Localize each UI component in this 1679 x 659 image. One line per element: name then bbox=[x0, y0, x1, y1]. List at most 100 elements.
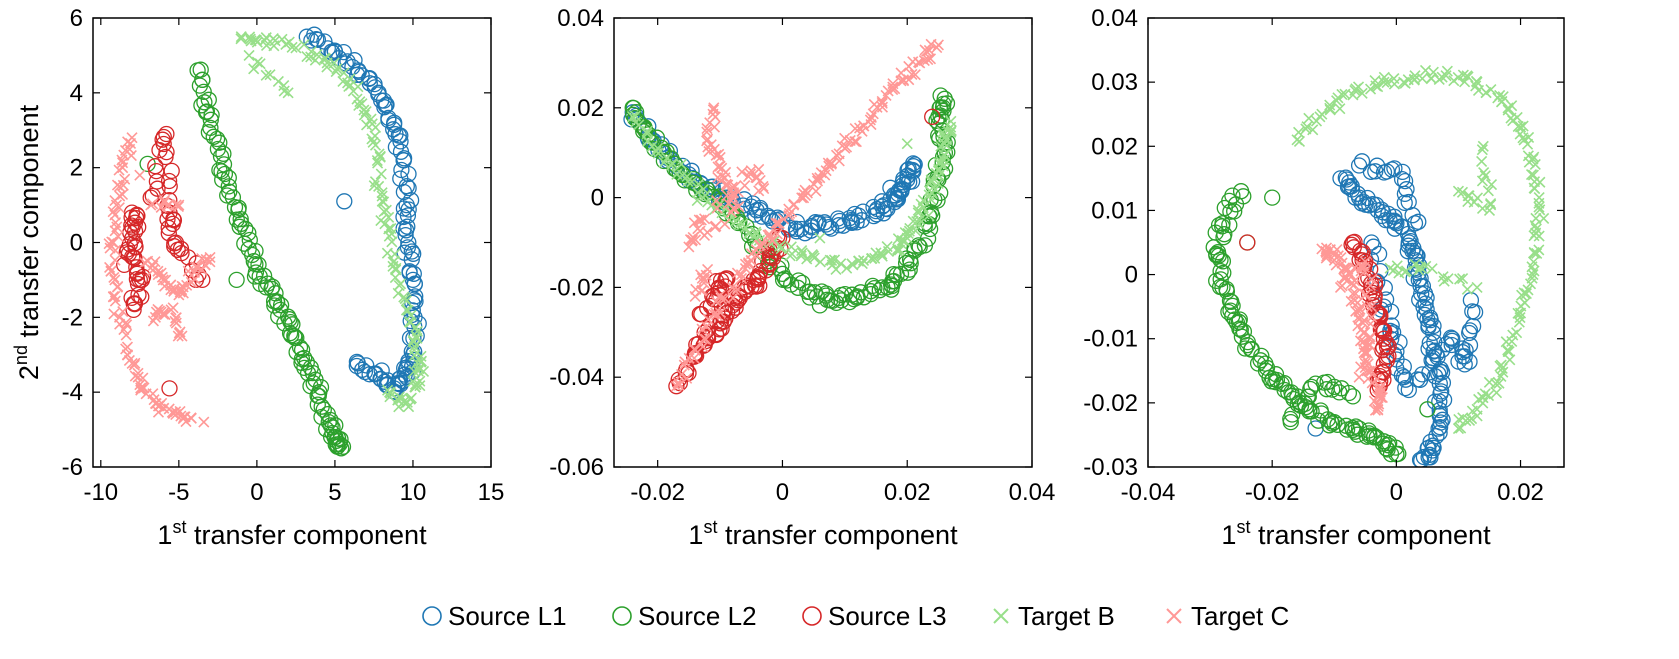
data-point bbox=[1477, 140, 1489, 152]
density-point bbox=[1358, 261, 1370, 273]
density-point bbox=[1456, 186, 1469, 198]
density-point bbox=[719, 270, 736, 287]
density-point bbox=[138, 382, 150, 394]
density-point bbox=[334, 438, 352, 455]
density-point bbox=[865, 198, 882, 216]
density-point bbox=[828, 254, 841, 266]
y-tick-label: 0 bbox=[70, 230, 83, 257]
data-point bbox=[120, 245, 138, 262]
density-point bbox=[232, 210, 249, 228]
density-point bbox=[365, 113, 377, 125]
data-point bbox=[743, 198, 760, 215]
density-point bbox=[699, 189, 711, 201]
data-point bbox=[1419, 401, 1436, 418]
x-tick-label: 0.02 bbox=[884, 479, 931, 506]
data-point bbox=[1452, 422, 1465, 435]
density-point bbox=[771, 217, 783, 230]
density-point bbox=[712, 161, 724, 173]
density-point bbox=[675, 158, 687, 170]
density-point bbox=[906, 242, 923, 259]
density-point bbox=[699, 213, 711, 225]
data-point bbox=[814, 232, 826, 244]
density-point bbox=[1434, 411, 1451, 428]
density-point bbox=[111, 281, 123, 293]
density-point bbox=[744, 168, 757, 180]
density-point bbox=[160, 172, 178, 190]
data-point bbox=[1527, 269, 1539, 281]
density-point bbox=[383, 230, 395, 242]
density-point bbox=[935, 156, 947, 168]
data-point bbox=[901, 138, 913, 150]
density-point bbox=[1375, 391, 1387, 403]
density-point bbox=[167, 407, 179, 420]
density-point bbox=[1362, 163, 1380, 180]
data-point bbox=[298, 28, 315, 45]
density-point bbox=[1506, 100, 1518, 112]
density-point bbox=[918, 54, 930, 67]
panel-2-series-target-c bbox=[670, 38, 944, 392]
density-point bbox=[735, 272, 748, 284]
density-point bbox=[1426, 263, 1438, 275]
density-point bbox=[383, 211, 395, 223]
density-point bbox=[739, 179, 751, 192]
data-point bbox=[383, 386, 396, 398]
density-point bbox=[1476, 175, 1489, 187]
data-point bbox=[670, 380, 682, 392]
density-point bbox=[1324, 104, 1336, 116]
density-point bbox=[107, 206, 119, 218]
density-point bbox=[1472, 84, 1485, 96]
density-point bbox=[392, 133, 409, 150]
density-point bbox=[196, 94, 213, 111]
panel-1-series-target-c bbox=[103, 132, 216, 428]
legend-item-source-l2: Source L2 bbox=[612, 601, 757, 631]
density-point bbox=[366, 133, 378, 145]
density-point bbox=[1346, 233, 1363, 251]
density-point bbox=[192, 61, 209, 78]
density-point bbox=[759, 207, 777, 225]
density-point bbox=[799, 184, 811, 196]
density-point bbox=[384, 391, 396, 403]
density-point bbox=[766, 235, 778, 247]
density-point bbox=[1399, 243, 1416, 260]
density-point bbox=[250, 256, 267, 273]
data-point bbox=[758, 183, 770, 195]
density-point bbox=[719, 218, 731, 230]
panel-2-ticks: -0.02 0 0.02 0.04 -0.06 -0.04 -0.02 0 0.02 0.04 bbox=[549, 5, 1055, 506]
data-point bbox=[220, 178, 237, 195]
density-point bbox=[1395, 358, 1412, 375]
x-tick-label: 0.02 bbox=[1497, 479, 1544, 506]
panel-1: -10 -5 0 5 10 15 -6 -4 -2 0 2 4 6 1st transfer compo… bbox=[11, 5, 504, 550]
density-point bbox=[152, 406, 165, 418]
panel-3: -0.04 -0.02 0 0.02 -0.03 -0.02 -0.01 0 0.01 0.02 0… bbox=[1083, 5, 1565, 550]
panel-3-ticks: -0.04 -0.02 0 0.02 -0.03 -0.02 -0.01 0 0.01 0.02 0… bbox=[1083, 5, 1564, 506]
density-point bbox=[1358, 347, 1370, 359]
density-point bbox=[676, 368, 688, 380]
density-point bbox=[786, 248, 798, 260]
density-point bbox=[1213, 218, 1231, 235]
density-point bbox=[164, 215, 181, 233]
density-point bbox=[378, 205, 390, 218]
density-point bbox=[1372, 400, 1384, 412]
density-point bbox=[408, 340, 421, 353]
density-point bbox=[321, 61, 333, 73]
data-point bbox=[1406, 215, 1424, 232]
density-point bbox=[1284, 406, 1301, 423]
density-point bbox=[260, 69, 272, 81]
panel-1-series-source-l3 bbox=[116, 125, 211, 397]
data-point bbox=[1264, 189, 1281, 206]
density-point bbox=[1511, 111, 1523, 124]
density-point bbox=[700, 321, 713, 333]
density-point bbox=[1398, 76, 1410, 88]
density-point bbox=[366, 75, 383, 93]
y-tick-label: -0.01 bbox=[1083, 326, 1138, 353]
data-point bbox=[209, 140, 227, 158]
density-point bbox=[673, 379, 685, 391]
density-point bbox=[369, 176, 382, 188]
density-point bbox=[170, 312, 182, 324]
density-point bbox=[397, 226, 414, 244]
density-point bbox=[713, 148, 725, 160]
x-tick-label: 0.04 bbox=[1009, 479, 1056, 506]
legend: Source L1 Source L2 Source L3 Target B T… bbox=[422, 601, 1289, 631]
density-point bbox=[202, 111, 219, 128]
panel-3-x-axis-label: 1st transfer component bbox=[1221, 517, 1491, 550]
